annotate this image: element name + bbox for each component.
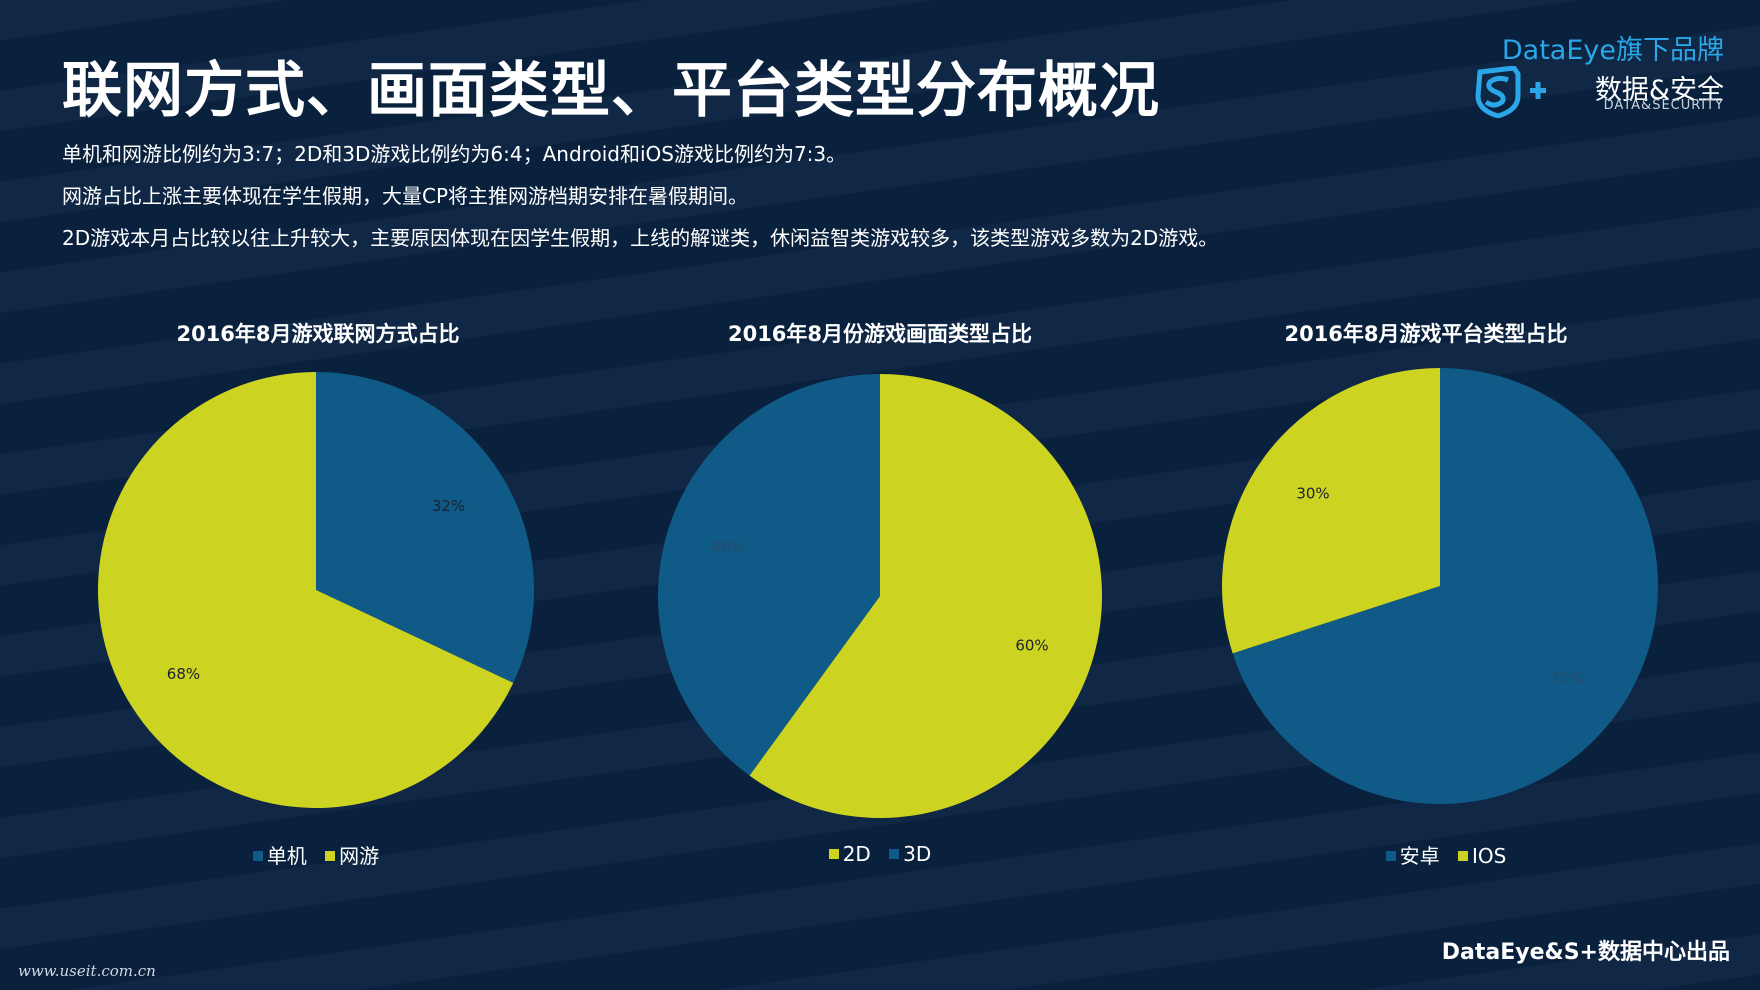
brand-subtitle: DATA&SECURITY: [1603, 98, 1724, 113]
pie-label-1-2: 68%: [167, 665, 200, 683]
chart-2-pie: 60% 40%: [658, 374, 1102, 818]
footer-source-url: www.useit.com.cn: [18, 962, 156, 980]
legend-item-online: 网游: [325, 840, 379, 869]
legend-swatch: [889, 848, 900, 859]
pie-label-2-1: 60%: [1015, 636, 1048, 654]
chart-2-legend: 2D 3D: [630, 842, 1130, 866]
chart-3-legend: 安卓 IOS: [1196, 840, 1696, 869]
pie-slice-2-1: [749, 374, 1102, 818]
description-line-3: 2D游戏本月占比较以往上升较大，主要原因体现在因学生假期，上线的解谜类，休闲益智…: [62, 226, 1219, 250]
brand-block: DataEye旗下品牌 数据&安全 DATA&SECURITY: [1474, 28, 1724, 118]
chart-3-pie: 70% 30%: [1222, 368, 1658, 804]
pie-slice-1-2: [97, 372, 514, 808]
pie-slice-3-2: [1222, 368, 1440, 654]
brand-name: 数据&安全: [1594, 75, 1724, 106]
legend-swatch: [1385, 850, 1396, 861]
pie-label-1-1: 32%: [432, 497, 465, 515]
legend-item-ios: IOS: [1458, 844, 1506, 868]
chart-3-title: 2016年8月游戏平台类型占比: [1284, 322, 1568, 346]
description-line-1: 单机和网游比例约为3:7；2D和3D游戏比例约为6:4；Android和iOS游…: [62, 142, 847, 166]
legend-item-standalone: 单机: [252, 840, 307, 869]
pie-slice-1-1: [316, 372, 534, 683]
description-line-2: 网游占比上涨主要体现在学生假期，大量CP将主推网游档期安排在暑假期间。: [62, 184, 749, 208]
legend-swatch: [252, 850, 263, 861]
brand-tagline: DataEye旗下品牌: [1501, 35, 1724, 66]
legend-item-android: 安卓: [1385, 840, 1440, 869]
s-plus-logo-icon: [1475, 66, 1546, 118]
pie-label-3-2: 30%: [1296, 485, 1329, 503]
page-title: 联网方式、画面类型、平台类型分布概况: [62, 56, 1160, 126]
pie-label-3-1: 70%: [1550, 669, 1583, 687]
legend-item-2d: 2D: [828, 842, 871, 866]
chart-2-title: 2016年8月份游戏画面类型占比: [727, 322, 1033, 346]
chart-1-pie: 32% 68%: [97, 372, 534, 808]
legend-item-3d: 3D: [889, 842, 931, 866]
legend-swatch: [1458, 850, 1468, 861]
legend-swatch: [325, 850, 336, 861]
pie-slice-2-2: [658, 374, 880, 776]
pie-label-2-2: 40%: [711, 538, 744, 556]
chart-1-title: 2016年8月游戏联网方式占比: [176, 322, 460, 346]
pie-slice-3-1: [1232, 368, 1658, 804]
chart-1-legend: 单机 网游: [66, 840, 566, 869]
legend-swatch: [828, 848, 839, 859]
footer-credit: DataEye&S+数据中心出品: [1441, 940, 1730, 965]
